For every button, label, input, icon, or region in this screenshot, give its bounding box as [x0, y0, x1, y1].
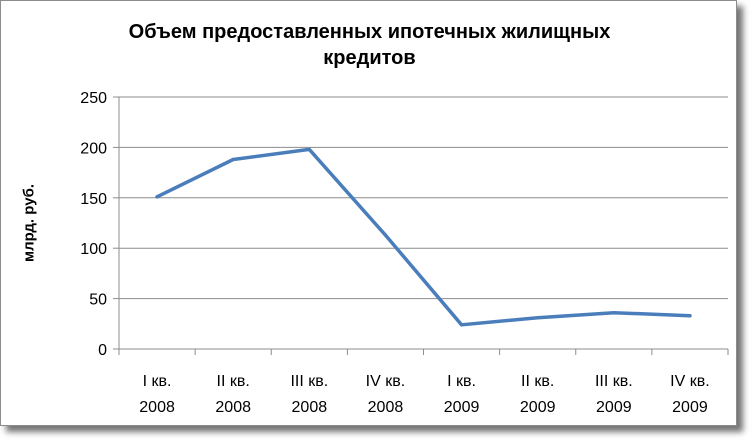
x-tick-label-line: II кв. — [217, 373, 250, 390]
x-tick-label-line: 2008 — [215, 399, 251, 416]
chart-title-line-2: кредитов — [323, 47, 416, 69]
data-point — [612, 311, 616, 315]
x-tick-label-line: 2008 — [292, 399, 328, 416]
y-tick-label: 50 — [89, 292, 107, 309]
data-point — [536, 316, 540, 320]
x-tick-label-line: IV кв. — [366, 373, 406, 390]
data-point — [688, 314, 692, 318]
x-tick-label: II кв. 2009 — [520, 373, 556, 416]
series-line-0 — [155, 147, 692, 327]
x-tick-label: II кв. 2008 — [215, 373, 251, 416]
data-point — [383, 233, 388, 237]
x-tick-label: III кв. 2008 — [290, 373, 328, 416]
data-point — [459, 323, 464, 327]
x-tick-label-line: I кв. — [447, 373, 476, 390]
chart-frame: Объем предоставленных ипотечных жилищных… — [0, 0, 737, 426]
x-tick-label-line: II кв. — [521, 373, 554, 390]
x-tick-label-line: 2008 — [139, 399, 175, 416]
x-tick-label: IV кв. 2009 — [670, 373, 710, 416]
x-tick-label-line: 2008 — [368, 399, 404, 416]
x-tick-label: I кв. 2008 — [139, 373, 175, 416]
x-tick-label-line: IV кв. — [670, 373, 710, 390]
data-point — [231, 157, 235, 162]
x-tick-label-line: I кв. — [143, 373, 172, 390]
x-tick-label-line: III кв. — [595, 373, 633, 390]
data-point — [155, 195, 159, 199]
x-tick-label: III кв. 2009 — [595, 373, 633, 416]
y-tick-label: 0 — [98, 342, 107, 359]
x-tick-label-line: 2009 — [596, 399, 632, 416]
x-tick-label-line: 2009 — [444, 399, 480, 416]
chart-title-line-1: Объем предоставленных ипотечных жилищных — [128, 21, 611, 43]
x-tick-label: I кв. 2009 — [444, 373, 480, 416]
x-tick-label-line: 2009 — [672, 399, 708, 416]
x-tick-label: IV кв. 2008 — [366, 373, 406, 416]
x-tick-label-line: III кв. — [290, 373, 328, 390]
x-tick-label-line: 2009 — [520, 399, 556, 416]
y-tick-label: 100 — [80, 241, 107, 258]
y-tick-label: 150 — [80, 191, 107, 208]
y-tick-label: 200 — [80, 140, 107, 157]
chart-title: Объем предоставленных ипотечных жилищных… — [1, 19, 738, 71]
y-tick-label: 250 — [80, 90, 107, 107]
data-point — [307, 147, 311, 152]
